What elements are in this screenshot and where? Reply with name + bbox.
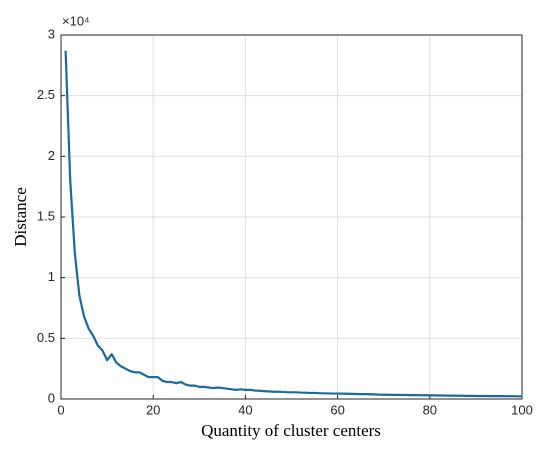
plot-frame xyxy=(60,34,523,400)
y-tick-label: 1 xyxy=(48,269,55,284)
y-tick-label: 1.5 xyxy=(37,208,55,223)
x-tick-label: 20 xyxy=(146,402,160,417)
x-tick-label: 80 xyxy=(423,402,437,417)
y-axis-label: Distance xyxy=(11,187,30,246)
x-tick-label: 40 xyxy=(238,402,252,417)
y-tick-label: 2.5 xyxy=(37,87,55,102)
x-tick-label: 60 xyxy=(330,402,344,417)
y-tick-label: 2 xyxy=(48,148,55,163)
y-tick-label: 0 xyxy=(48,390,55,405)
y-multiplier: ×10⁴ xyxy=(62,13,90,28)
y-tick-label: 0.5 xyxy=(37,330,55,345)
y-tick-label: 3 xyxy=(48,26,55,41)
data-line xyxy=(64,50,522,398)
x-tick-label: 0 xyxy=(57,402,64,417)
x-tick-label: 100 xyxy=(511,402,533,417)
x-axis-label: Quantity of cluster centers xyxy=(201,421,381,440)
